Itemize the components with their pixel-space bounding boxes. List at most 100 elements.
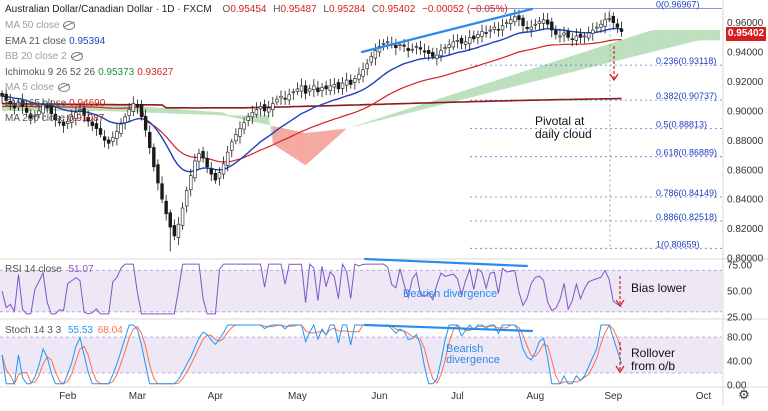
candle-up	[287, 94, 291, 101]
cloud-bull-segment	[687, 30, 692, 44]
rsi-band	[0, 270, 722, 312]
indicator-row[interactable]: EMA 21 close 0.95394	[5, 36, 105, 47]
cloud-bull-segment	[580, 51, 585, 70]
cloud-bull-segment	[198, 110, 204, 115]
cloud-bull-segment	[559, 58, 565, 76]
cloud-bear-segment	[285, 128, 290, 155]
indicator-row[interactable]: BB 20 close 2	[5, 51, 83, 62]
candle-up	[328, 85, 332, 91]
candle-down	[394, 44, 398, 49]
candle-down	[209, 168, 213, 175]
divergence-trendline-price	[360, 7, 534, 54]
bearish-arrow-price-head	[609, 73, 619, 82]
cloud-bull-segment	[477, 84, 483, 96]
rsi-title[interactable]: RSI 14 close	[5, 264, 62, 275]
cloud-bull-segment	[420, 103, 425, 111]
candle-up	[513, 16, 517, 23]
cloud-bull-segment	[399, 110, 405, 116]
stoch-title[interactable]: Stoch 14 3 3	[5, 325, 62, 336]
cloud-bear-segment	[301, 132, 306, 166]
cloud-bull-segment	[683, 30, 688, 45]
cloud-bull-segment	[166, 108, 171, 114]
cloud-bull-segment	[502, 76, 507, 90]
cloud-bull-segment	[235, 115, 240, 119]
cloud-bull-segment	[264, 115, 269, 126]
cloud-bull-segment	[461, 90, 466, 100]
candle-up	[254, 109, 259, 115]
cloud-bull-segment	[408, 107, 413, 114]
candle-down	[164, 200, 168, 215]
cloud-bull-segment	[637, 33, 643, 56]
candle-down	[98, 128, 103, 135]
indicator-row[interactable]: MA 5 close	[5, 82, 70, 93]
cloud-bear-segment	[322, 130, 327, 151]
indicator-row[interactable]: MA 50 close	[5, 20, 76, 31]
indicator-row[interactable]: MA 200 close 0.91087	[5, 113, 104, 124]
indicator-row[interactable]: EMA 65 close 0.94690	[5, 98, 105, 109]
candle-up	[385, 41, 390, 44]
bearish-arrow-stoch-head	[615, 365, 625, 374]
y-tick-label: 0.86000	[727, 165, 764, 176]
cloud-bull-segment	[30, 103, 35, 111]
rsi-line	[1, 262, 622, 315]
cloud-bull-segment	[203, 110, 208, 115]
cloud-bull-segment	[387, 114, 392, 119]
cloud-bear-segment	[297, 131, 302, 163]
indicator-value: 0.94690	[69, 97, 106, 109]
x-tick-label: Jul	[451, 391, 464, 402]
hidden-eye-icon[interactable]	[63, 20, 76, 30]
cloud-bull-segment	[457, 91, 462, 101]
settings-gear-icon[interactable]: ⚙	[738, 388, 750, 403]
cloud-bull-segment	[350, 125, 355, 128]
candle-down	[8, 100, 12, 104]
candle-up	[230, 141, 234, 151]
cloud-bull-segment	[227, 115, 232, 118]
ema21-line	[2, 27, 622, 173]
annotation-stoch-divergence-2: divergence	[446, 354, 500, 366]
candle-up	[410, 48, 414, 51]
cloud-bear-segment	[289, 129, 294, 158]
cloud-bull-segment	[449, 94, 454, 103]
cloud-bull-segment	[157, 107, 163, 114]
x-tick-label: Jun	[371, 391, 387, 402]
cloud-bull-segment	[268, 115, 273, 145]
cloud-bull-segment	[469, 87, 474, 98]
cloud-bull-segment	[153, 107, 158, 113]
hidden-eye-icon[interactable]	[70, 51, 83, 61]
cloud-bull-segment	[178, 109, 183, 114]
candle-down	[139, 104, 144, 118]
candle-up	[74, 112, 78, 119]
cloud-bull-segment	[666, 30, 671, 49]
hidden-eye-icon[interactable]	[57, 82, 70, 92]
cloud-bull-segment	[174, 108, 179, 114]
cloud-bull-segment	[194, 110, 199, 115]
candle-up	[468, 37, 472, 44]
x-tick-label: Mar	[129, 391, 147, 402]
candle-down	[336, 82, 341, 90]
high-value: 0.95487	[280, 4, 317, 15]
candle-up	[509, 19, 513, 24]
cloud-bull-segment	[379, 116, 384, 121]
candle-down	[484, 32, 488, 34]
indicator-row[interactable]: Ichimoku 9 26 52 26 0.95373 0.93627	[5, 67, 173, 78]
symbol-title[interactable]: Australian Dollar/Canadian Dollar · 1D ·…	[5, 4, 212, 15]
cloud-bull-segment	[404, 108, 409, 115]
annotation-daily-cloud: daily cloud	[535, 127, 592, 141]
candle-down	[4, 93, 8, 101]
candle-down	[143, 116, 148, 131]
cloud-bull-segment	[625, 37, 630, 59]
stoch-d-value: 68.04	[97, 325, 123, 336]
candle-up	[33, 115, 37, 117]
candle-down	[94, 123, 99, 129]
open-value: 0.95454	[230, 4, 267, 15]
candle-down	[578, 33, 583, 38]
candle-down	[148, 131, 152, 149]
cloud-bull-segment	[182, 109, 187, 115]
cloud-bull-segment	[703, 30, 708, 41]
candle-up	[344, 79, 349, 86]
cloud-bear-segment	[334, 129, 339, 140]
candle-down	[406, 48, 410, 51]
candle-down	[90, 121, 95, 126]
